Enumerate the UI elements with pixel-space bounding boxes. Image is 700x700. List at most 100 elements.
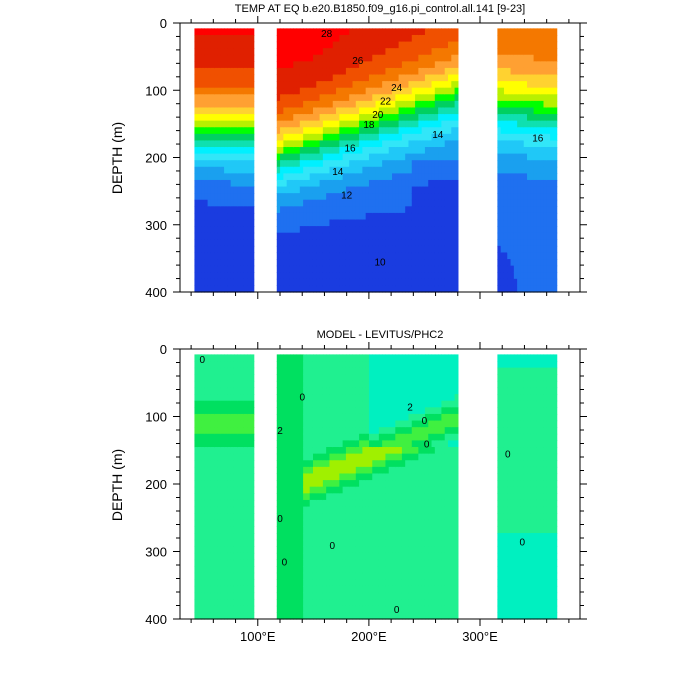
field-cell: [546, 166, 551, 174]
field-cell: [316, 361, 321, 369]
field-cell: [247, 107, 252, 115]
field-cell: [243, 612, 248, 620]
field-cell: [527, 278, 531, 287]
field-cell: [247, 252, 252, 260]
field-cell: [214, 566, 219, 574]
field-cell: [210, 212, 215, 221]
field-cell: [289, 48, 294, 56]
field-cell: [431, 114, 436, 122]
field-cell: [418, 87, 423, 95]
field-cell: [230, 387, 235, 395]
field-cell: [197, 199, 202, 207]
field-cell: [355, 285, 360, 293]
field-cell: [332, 107, 337, 115]
field-cell: [194, 407, 199, 415]
field-cell: [339, 278, 344, 287]
field-cell: [224, 513, 228, 521]
field-cell: [359, 272, 363, 280]
field-cell: [299, 114, 304, 122]
field-cell: [233, 585, 238, 594]
field-cell: [517, 74, 522, 82]
field-cell: [352, 100, 357, 109]
field-cell: [322, 28, 327, 36]
field-cell: [428, 114, 433, 122]
field-cell: [306, 519, 311, 527]
field-cell: [230, 427, 235, 435]
field-cell: [448, 61, 452, 69]
field-cell: [368, 94, 373, 102]
field-cell: [375, 285, 380, 293]
field-cell: [233, 519, 238, 527]
field-cell: [527, 41, 531, 49]
field-cell: [319, 120, 324, 128]
field-cell: [444, 74, 449, 82]
field-cell: [408, 127, 413, 135]
field-cell: [247, 592, 252, 600]
field-cell: [500, 179, 505, 188]
field-cell: [237, 206, 242, 214]
field-cell: [431, 160, 436, 168]
field-cell: [395, 140, 400, 148]
field-cell: [233, 447, 238, 455]
field-cell: [230, 74, 235, 82]
field-cell: [224, 127, 228, 135]
field-cell: [243, 74, 248, 82]
field-cell: [372, 28, 377, 36]
field-cell: [385, 186, 390, 194]
field-cell: [306, 48, 311, 56]
field-cell: [237, 285, 242, 293]
field-cell: [309, 173, 314, 181]
field-cell: [319, 147, 324, 155]
field-cell: [204, 592, 209, 600]
field-cell: [286, 133, 291, 142]
field-cell: [312, 585, 317, 594]
field-cell: [306, 133, 311, 142]
field-cell: [233, 133, 238, 142]
field-cell: [553, 147, 558, 155]
field-cell: [243, 212, 248, 221]
field-cell: [322, 133, 327, 142]
field-cell: [342, 259, 347, 267]
field-cell: [550, 140, 554, 148]
field-cell: [349, 120, 354, 128]
field-cell: [339, 34, 344, 43]
field-cell: [210, 453, 215, 461]
field-cell: [332, 212, 337, 221]
field-cell: [336, 81, 340, 89]
field-cell: [500, 245, 505, 254]
field-cell: [299, 278, 304, 287]
field-cell: [523, 166, 528, 174]
field-cell: [332, 272, 337, 280]
field-cell: [201, 354, 205, 362]
field-cell: [428, 245, 433, 254]
field-cell: [204, 559, 209, 567]
field-cell: [408, 259, 413, 267]
field-cell: [220, 34, 225, 43]
field-cell: [214, 592, 219, 600]
field-cell: [309, 506, 314, 514]
field-cell: [441, 173, 446, 181]
field-cell: [395, 166, 400, 174]
field-cell: [451, 166, 456, 174]
field-cell: [513, 206, 518, 214]
field-cell: [372, 285, 377, 293]
field-cell: [424, 212, 429, 221]
field-cell: [210, 526, 215, 534]
field-cell: [415, 232, 419, 240]
field-cell: [319, 259, 324, 267]
field-cell: [201, 605, 205, 613]
field-cell: [230, 153, 235, 161]
field-cell: [329, 160, 334, 168]
field-cell: [497, 272, 502, 280]
field-cell: [227, 133, 232, 142]
field-cell: [553, 133, 558, 142]
field-cell: [523, 285, 528, 293]
field-cell: [201, 160, 205, 168]
field-cell: [543, 160, 548, 168]
field-cell: [201, 394, 205, 402]
field-cell: [424, 120, 429, 128]
field-cell: [296, 473, 301, 481]
field-cell: [250, 612, 255, 620]
field-cell: [283, 173, 288, 181]
field-cell: [332, 245, 337, 254]
